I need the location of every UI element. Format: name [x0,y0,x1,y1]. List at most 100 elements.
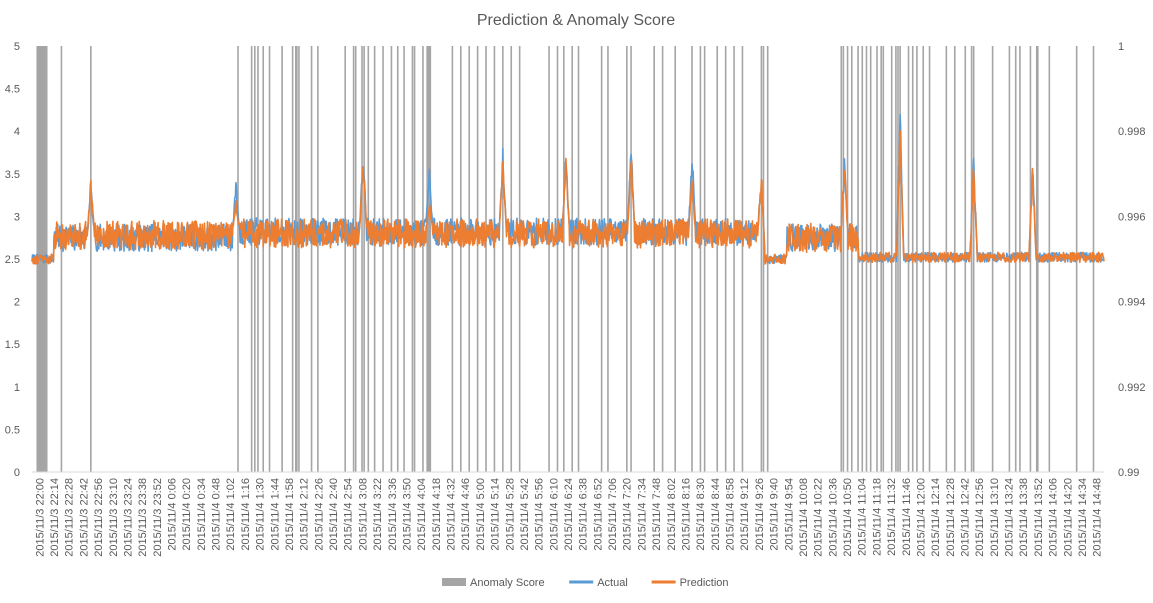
y-tick-label: 0.5 [5,424,20,436]
anomaly-bar [846,46,849,472]
anomaly-bar [295,46,297,472]
x-tick-label: 2015/11/4 12:14 [930,478,942,557]
x-tick-label: 2015/11/4 7:48 [651,478,663,551]
anomaly-bar [674,46,676,472]
x-tick-label: 2015/11/4 13:10 [989,478,1001,557]
x-tick-label: 2015/11/3 22:00 [34,478,46,557]
x-tick-label: 2015/11/4 1:44 [269,478,281,551]
anomaly-bar [600,46,603,472]
x-tick-label: 2015/11/4 9:54 [783,478,795,551]
anomaly-bar [262,46,265,472]
x-tick-label: 2015/11/4 1:58 [284,478,296,551]
y-tick-label: 4 [14,126,20,138]
anomaly-bar [850,46,853,472]
x-tick-label: 2015/11/4 0:06 [167,478,179,551]
anomaly-bar [630,46,632,472]
y-tick-label: 4.5 [5,84,20,96]
y-tick-label: 2 [14,297,20,309]
x-tick-label: 2015/11/4 1:30 [255,478,267,551]
anomaly-bar [703,46,706,472]
x-tick-label: 2015/11/4 12:28 [945,478,957,557]
anomaly-bar [571,46,573,472]
anomaly-bar [899,46,901,472]
x-tick-label: 2015/11/4 1:16 [240,478,252,551]
x-tick-label: 2015/11/4 2:12 [299,478,311,551]
x-tick-label: 2015/11/4 14:06 [1048,478,1060,557]
x-axis: 2015/11/3 22:00 2015/11/3 22:14 2015/11/3 … [34,478,1103,557]
prediction-line [31,130,1105,265]
y-axis-secondary: 0.99 0.992 0.994 0.996 0.998 1 [1118,41,1146,479]
anomaly-bar [390,46,393,472]
x-tick-label: 2015/11/4 0:20 [181,478,193,551]
y2-tick-label: 1 [1118,41,1124,53]
x-tick-label: 2015/11/4 0:48 [211,478,223,551]
x-tick-label: 2015/11/4 8:16 [681,478,693,551]
anomaly-bar [298,46,300,472]
anomaly-bar [354,46,357,472]
x-tick-label: 2015/11/4 13:38 [1018,478,1030,557]
x-tick-label: 2015/11/3 22:28 [64,478,76,557]
x-tick-label: 2015/11/4 6:52 [592,478,604,551]
anomaly-bar [352,46,355,472]
x-tick-label: 2015/11/4 5:14 [490,478,502,551]
anomaly-bar [724,46,727,472]
x-tick-label: 2015/11/4 3:36 [387,478,399,551]
anomaly-bar [476,46,479,472]
x-tick-label: 2015/11/4 11:32 [886,478,898,556]
x-tick-label: 2015/11/4 7:06 [607,478,619,551]
x-tick-label: 2015/11/4 2:26 [313,478,325,551]
x-tick-label: 2015/11/4 3:50 [402,478,414,551]
x-tick-label: 2015/11/4 13:52 [1033,478,1045,557]
anomaly-bar [281,46,283,472]
anomaly-bar [661,46,664,472]
anomaly-bar [1029,46,1032,472]
anomaly-bar [413,46,416,472]
x-tick-label: 2015/11/3 23:10 [108,478,120,557]
x-tick-label: 2015/11/3 22:14 [49,478,61,557]
anomaly-bar [411,46,414,472]
x-tick-label: 2015/11/4 10:08 [798,478,810,557]
anomaly-bar [691,46,693,472]
anomaly-bar [396,46,399,472]
anomaly-bar [716,46,719,472]
x-tick-label: 2015/11/3 22:42 [78,478,90,557]
y2-tick-label: 0.998 [1118,126,1146,138]
x-tick-label: 2015/11/4 13:24 [1004,478,1016,557]
anomaly-bar [762,46,765,472]
anomaly-bar [373,46,376,472]
anomaly-bar [970,46,973,472]
anomaly-bar [493,46,496,472]
x-tick-label: 2015/11/4 12:00 [915,478,927,557]
anomaly-bar [451,46,454,472]
anomaly-bar [296,46,298,472]
x-tick-label: 2015/11/4 6:24 [563,478,575,551]
y-tick-label: 0 [14,467,20,479]
x-tick-label: 2015/11/4 5:56 [534,478,546,551]
anomaly-bar [382,46,384,472]
x-tick-label: 2015/11/4 10:36 [827,478,839,557]
x-tick-label: 2015/11/4 1:02 [225,478,237,551]
anomaly-bar [426,46,428,472]
anomaly-bar [361,46,363,472]
legend-label: Actual [597,577,628,589]
x-tick-label: 2015/11/4 3:08 [357,478,369,551]
anomaly-bar [842,46,845,472]
anomaly-bar [972,46,975,472]
x-tick-label: 2015/11/4 8:58 [725,478,737,551]
anomaly-bar [254,46,256,472]
legend-swatch [442,578,466,586]
anomaly-bar [840,46,843,472]
anomaly-bar [237,46,239,472]
x-tick-label: 2015/11/3 22:56 [93,478,105,557]
anomaly-bar [427,46,430,472]
x-tick-label: 2015/11/4 7:34 [636,478,648,551]
y-tick-label: 3 [14,211,20,223]
legend-label: Prediction [680,577,729,589]
y-axis-primary: 0 0.5 1 1.5 2 2.5 3 3.5 4 4.5 5 [5,41,20,479]
x-tick-label: 2015/11/4 14:34 [1077,478,1089,557]
anomaly-bar [760,46,763,472]
x-tick-label: 2015/11/4 8:02 [666,478,678,551]
anomaly-bar [429,46,432,472]
x-tick-label: 2015/11/4 5:28 [504,478,516,551]
